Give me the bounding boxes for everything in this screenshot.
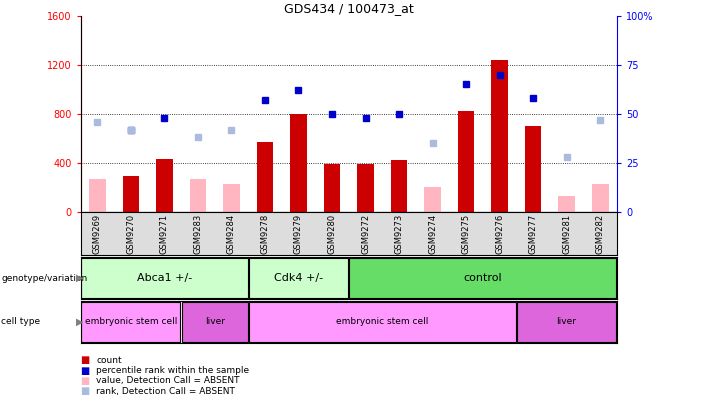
Bar	[123, 176, 139, 212]
Text: ■: ■	[81, 386, 90, 396]
Bar	[249, 302, 516, 342]
Text: GSM9271: GSM9271	[160, 214, 169, 254]
Text: GSM9274: GSM9274	[428, 214, 437, 254]
Text: GSM9277: GSM9277	[529, 214, 538, 254]
Text: GSM9281: GSM9281	[562, 214, 571, 254]
Bar	[257, 142, 273, 212]
Text: control: control	[463, 273, 502, 283]
Text: ■: ■	[81, 376, 90, 386]
Text: rank, Detection Call = ABSENT: rank, Detection Call = ABSENT	[96, 387, 235, 396]
Text: GSM9283: GSM9283	[193, 214, 203, 254]
Text: GSM9284: GSM9284	[227, 214, 236, 254]
Text: liver: liver	[557, 317, 577, 326]
Bar	[182, 302, 247, 342]
Text: genotype/variation: genotype/variation	[1, 274, 88, 283]
Bar	[81, 258, 247, 298]
Text: GSM9275: GSM9275	[461, 214, 470, 254]
Bar	[156, 159, 172, 212]
Bar	[525, 126, 541, 212]
Bar	[357, 164, 374, 212]
Text: ▶: ▶	[76, 273, 83, 283]
Text: cell type: cell type	[1, 317, 41, 326]
Bar	[81, 302, 180, 342]
Bar	[324, 164, 341, 212]
Text: percentile rank within the sample: percentile rank within the sample	[96, 366, 249, 375]
Text: GSM9278: GSM9278	[261, 214, 269, 254]
Text: ■: ■	[81, 355, 90, 366]
Text: GSM9272: GSM9272	[361, 214, 370, 254]
Bar	[458, 111, 475, 212]
Text: liver: liver	[205, 317, 225, 326]
Bar	[424, 187, 441, 212]
Bar	[517, 302, 616, 342]
Text: GSM9269: GSM9269	[93, 214, 102, 254]
Text: embryonic stem cell: embryonic stem cell	[336, 317, 428, 326]
Bar	[390, 160, 407, 212]
Text: count: count	[96, 356, 122, 365]
Bar	[558, 196, 575, 212]
Text: Cdk4 +/-: Cdk4 +/-	[274, 273, 323, 283]
Bar	[592, 184, 608, 212]
Text: value, Detection Call = ABSENT: value, Detection Call = ABSENT	[96, 377, 240, 385]
Text: GSM9280: GSM9280	[327, 214, 336, 254]
Bar	[349, 258, 616, 298]
Text: GSM9279: GSM9279	[294, 214, 303, 254]
Bar	[189, 179, 206, 212]
Text: GSM9270: GSM9270	[126, 214, 135, 254]
Text: GSM9273: GSM9273	[395, 214, 404, 254]
Bar	[89, 179, 106, 212]
Bar	[249, 258, 348, 298]
Bar	[491, 60, 508, 212]
Text: Abca1 +/-: Abca1 +/-	[137, 273, 192, 283]
Title: GDS434 / 100473_at: GDS434 / 100473_at	[284, 2, 414, 15]
Text: embryonic stem cell: embryonic stem cell	[85, 317, 177, 326]
Text: GSM9282: GSM9282	[596, 214, 605, 254]
Text: ■: ■	[81, 366, 90, 376]
Text: GSM9276: GSM9276	[495, 214, 504, 254]
Bar	[223, 184, 240, 212]
Bar	[290, 114, 307, 212]
Text: ▶: ▶	[76, 317, 83, 327]
